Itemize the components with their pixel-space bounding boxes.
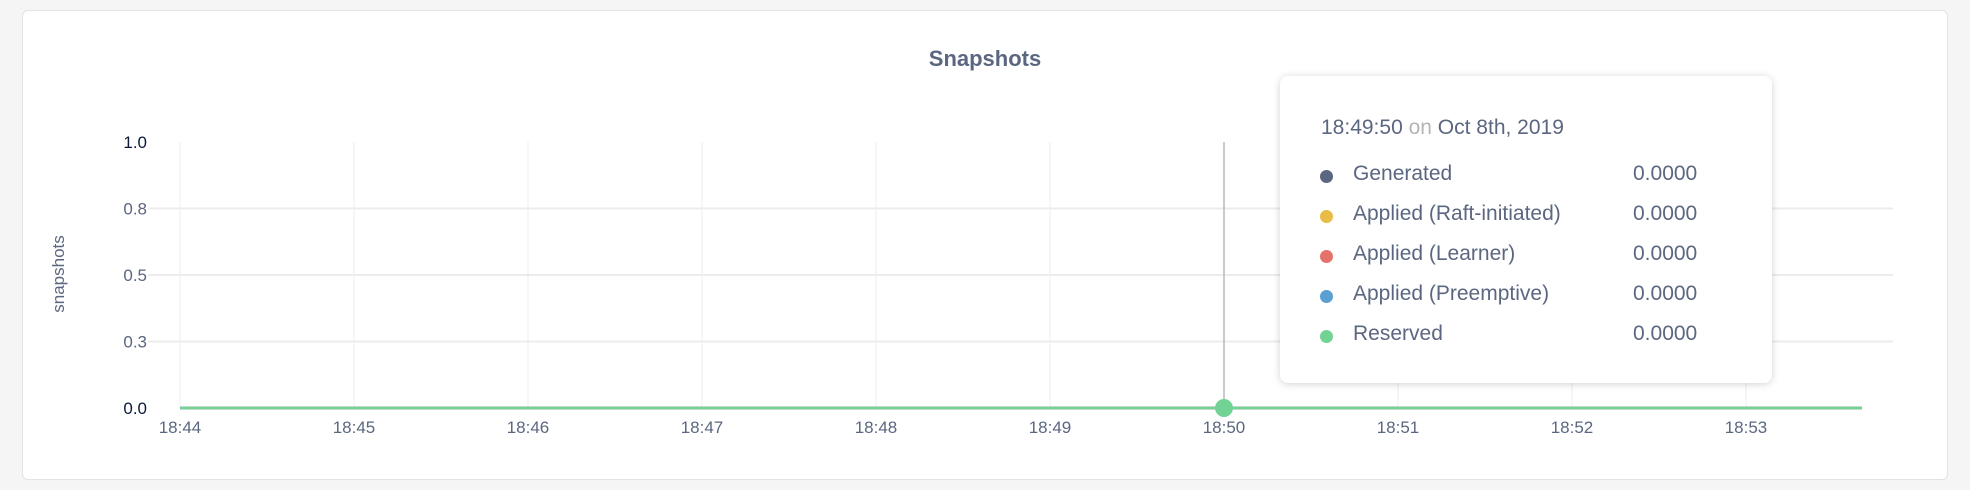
tooltip-row: Reserved 0.0000 (1280, 322, 1772, 352)
tooltip-series-value: 0.0000 (1633, 162, 1698, 185)
y-tick-label: 0.0 (123, 399, 147, 418)
tooltip-row: Applied (Preemptive) 0.0000 (1280, 282, 1772, 312)
x-tick-label: 18:52 (1551, 418, 1594, 437)
legend-dot-icon (1320, 170, 1333, 183)
tooltip-series-value: 0.0000 (1633, 242, 1698, 265)
x-tick-label: 18:51 (1377, 418, 1420, 437)
tooltip-series-label: Applied (Learner) (1353, 242, 1516, 265)
tooltip-row: Applied (Learner) 0.0000 (1280, 242, 1772, 272)
tooltip-series-label: Applied (Preemptive) (1353, 282, 1550, 305)
tooltip-header: 18:49:50 on Oct 8th, 2019 (1321, 116, 1564, 140)
tooltip-series-value: 0.0000 (1633, 202, 1698, 225)
y-tick-label: 0.3 (123, 333, 147, 352)
tooltip-time: 18:49:50 (1321, 116, 1403, 139)
tooltip-row: Applied (Raft-initiated) 0.0000 (1280, 202, 1772, 232)
x-tick-label: 18:48 (855, 418, 898, 437)
tooltip-row: Generated 0.0000 (1280, 162, 1772, 192)
tooltip-series-label: Applied (Raft-initiated) (1353, 202, 1561, 225)
legend-dot-icon (1320, 330, 1333, 343)
x-tick-label: 18:45 (333, 418, 376, 437)
x-tick-label: 18:53 (1725, 418, 1768, 437)
chart-title: Snapshots (928, 46, 1042, 71)
x-tick-label: 18:49 (1029, 418, 1072, 437)
tooltip-series-value: 0.0000 (1633, 282, 1698, 305)
tooltip-on: on (1408, 116, 1432, 139)
x-tick-label: 18:44 (159, 418, 202, 437)
x-tick-label: 18:47 (681, 418, 724, 437)
tooltip-series-label: Generated (1353, 162, 1453, 185)
y-axis-label: snapshots (49, 235, 68, 313)
legend-dot-icon (1320, 210, 1333, 223)
tooltip: 18:49:50 on Oct 8th, 2019 Generated 0.000… (1280, 76, 1772, 383)
tooltip-date: Oct 8th, 2019 (1437, 116, 1564, 139)
hover-point (1215, 399, 1233, 417)
tooltip-series-label: Reserved (1353, 322, 1443, 345)
y-tick-label: 1.0 (123, 133, 147, 152)
y-tick-label: 0.8 (123, 200, 147, 219)
x-tick-label: 18:46 (507, 418, 550, 437)
y-tick-label: 0.5 (123, 266, 147, 285)
tooltip-series-value: 0.0000 (1633, 322, 1698, 345)
legend-dot-icon (1320, 250, 1333, 263)
legend-dot-icon (1320, 290, 1333, 303)
x-tick-label: 18:50 (1203, 418, 1246, 437)
